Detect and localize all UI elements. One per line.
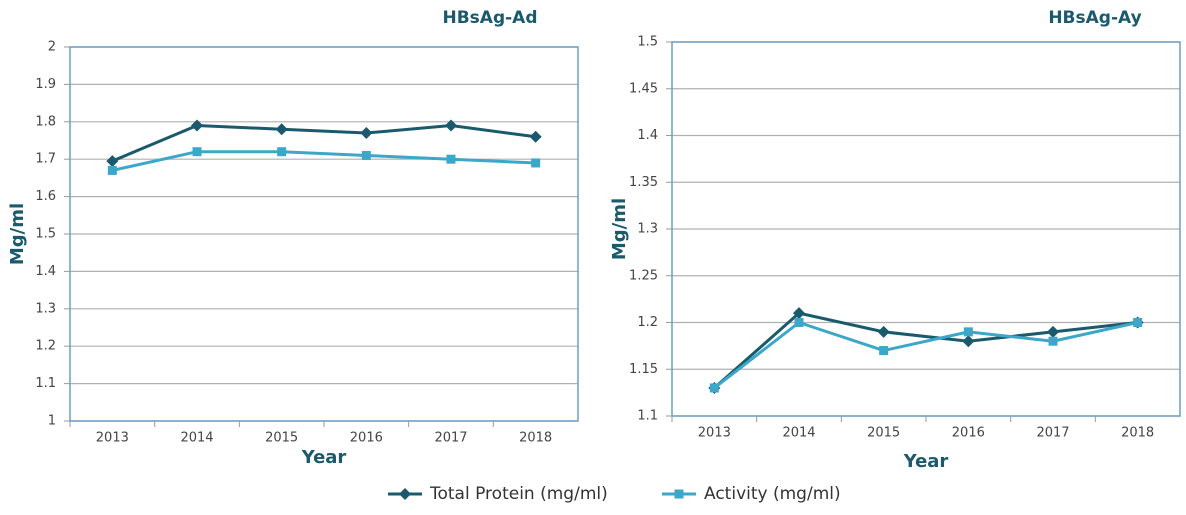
y-tick-label: 1.3: [35, 301, 56, 316]
x-tick-label: 2016: [952, 426, 985, 441]
point: [106, 155, 119, 168]
point: [674, 489, 684, 499]
x-tick-label: 2013: [698, 426, 731, 441]
point: [360, 127, 373, 140]
y-tick-label: 1.8: [35, 114, 56, 129]
y-tick-label: 1.1: [35, 376, 56, 391]
point: [1133, 318, 1143, 327]
point: [277, 147, 287, 157]
line: [713, 320, 1138, 390]
y-tick-label: 2: [48, 40, 56, 55]
point: [879, 346, 889, 356]
y-tick-label: 1.2: [637, 315, 658, 330]
x-axis-label: Year: [301, 447, 347, 468]
y-tick-label: 1.4: [637, 128, 658, 143]
y-tick-label: 1.4: [35, 264, 56, 279]
point: [793, 307, 805, 320]
y-tick-label: 1.3: [637, 222, 658, 237]
point: [963, 327, 973, 337]
x-tick-label: 2016: [350, 431, 383, 446]
point: [191, 119, 203, 132]
y-axis-label: Mg/ml: [7, 203, 28, 265]
point: [107, 165, 117, 175]
point: [399, 488, 411, 500]
point: [531, 158, 541, 168]
y-axis-label: Mg/ml: [609, 198, 630, 260]
chart-title: HBsAg-Ay: [1048, 8, 1141, 28]
y-tick-label: 1.1: [637, 409, 658, 424]
y-tick-label: 1.5: [35, 227, 56, 242]
point: [709, 383, 719, 393]
point: [962, 335, 975, 348]
y-tick-label: 1.6: [35, 189, 56, 204]
point: [1048, 336, 1058, 346]
x-tick-label: 2014: [782, 426, 815, 441]
x-tick-label: 2017: [1036, 426, 1069, 441]
y-tick-label: 1.35: [629, 175, 658, 190]
x-tick-label: 2017: [434, 431, 467, 446]
y-tick-label: 1.5: [637, 35, 658, 50]
legend-label: Total Protein (mg/ml): [429, 484, 608, 504]
point: [275, 123, 288, 136]
point: [529, 130, 542, 143]
point: [1047, 325, 1059, 338]
point: [794, 318, 804, 327]
point: [877, 325, 890, 338]
y-tick-label: 1.25: [629, 268, 658, 283]
x-tick-label: 2014: [180, 431, 213, 446]
x-axis-label: Year: [903, 451, 949, 472]
legend-label: Activity (mg/ml): [704, 484, 841, 504]
y-tick-label: 1.45: [629, 81, 658, 96]
line: [112, 150, 536, 172]
y-tick-label: 1.7: [35, 152, 56, 167]
y-tick-label: 1.15: [629, 362, 658, 377]
y-tick-label: 1.9: [35, 77, 56, 92]
x-tick-label: 2015: [867, 426, 900, 441]
x-tick-label: 2018: [519, 431, 552, 446]
point: [445, 119, 457, 132]
y-tick-label: 1.2: [35, 339, 56, 354]
point: [446, 154, 456, 164]
point: [361, 150, 371, 160]
y-tick-label: 1: [48, 414, 56, 429]
line: [713, 311, 1138, 390]
x-tick-label: 2013: [96, 431, 129, 446]
chart-title: HBsAg-Ad: [442, 8, 537, 28]
x-tick-label: 2015: [265, 431, 298, 446]
line: [111, 124, 536, 163]
x-tick-label: 2018: [1121, 426, 1154, 441]
point: [192, 147, 202, 157]
